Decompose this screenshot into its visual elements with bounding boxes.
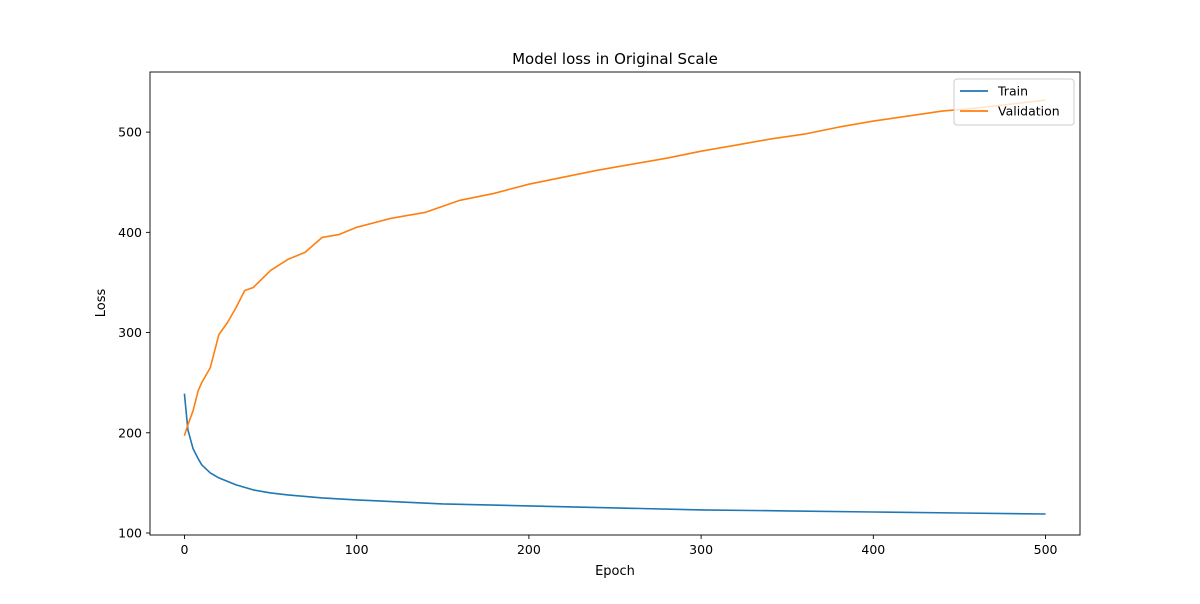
x-tick-label: 400 [861, 542, 885, 557]
legend: Train Validation [953, 78, 1075, 126]
x-tick-label: 500 [1034, 542, 1058, 557]
plot-area [183, 99, 1046, 515]
y-tick-label: 400 [118, 225, 142, 240]
y-tick-label: 500 [118, 125, 142, 140]
legend-label-validation: Validation [998, 104, 1060, 119]
x-tick-label: 0 [180, 542, 188, 557]
plot-frame [149, 71, 1081, 536]
x-tick-label: 100 [345, 542, 369, 557]
x-tick-label: 300 [689, 542, 713, 557]
x-tick-label: 200 [517, 542, 541, 557]
series-line-train [183, 393, 1046, 515]
y-axis-label: Loss [94, 289, 109, 318]
legend-label-train: Train [997, 84, 1028, 99]
x-axis-label: Epoch [595, 564, 635, 579]
axes: 0 100 200 300 400 500 100 200 300 400 500 [118, 71, 1081, 557]
y-tick-label: 300 [118, 325, 142, 340]
series-line-validation [183, 99, 1046, 437]
y-tick-label: 100 [118, 525, 142, 540]
y-tick-label: 200 [118, 425, 142, 440]
chart-title: Model loss in Original Scale [512, 50, 718, 68]
